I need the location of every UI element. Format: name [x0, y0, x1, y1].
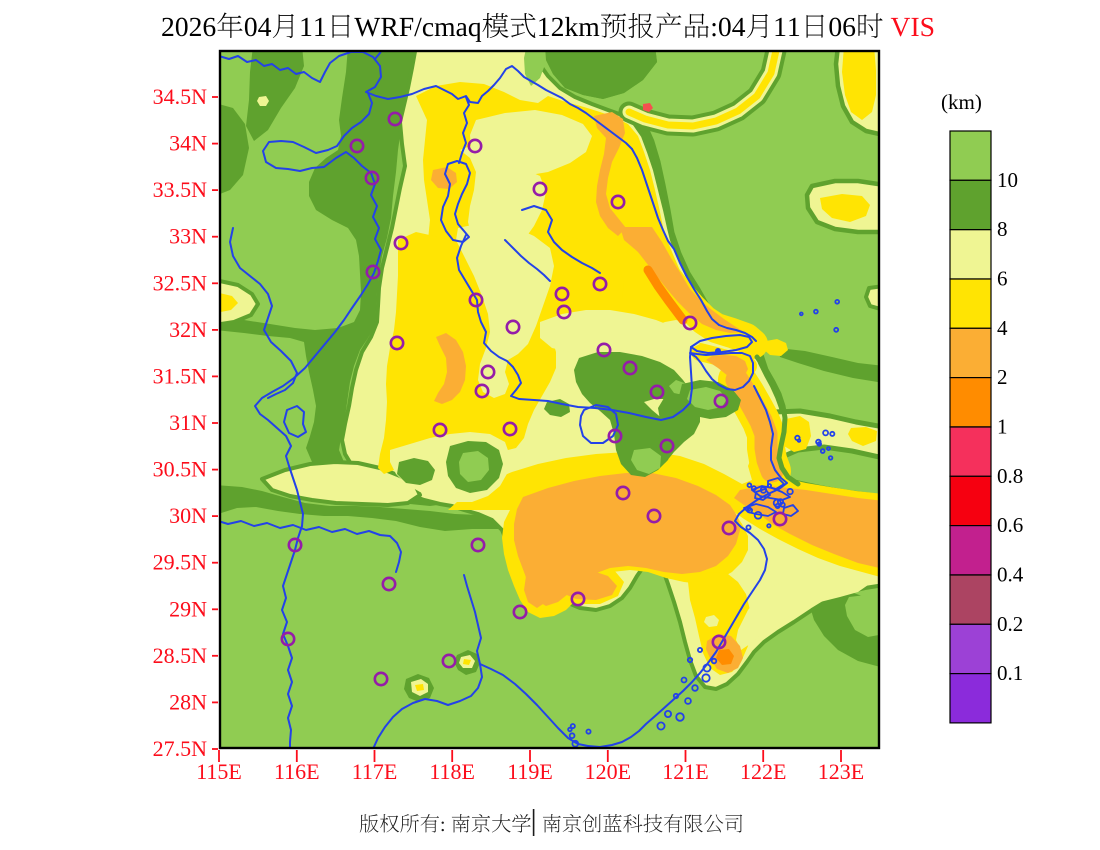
- svg-text:31N: 31N: [169, 410, 207, 435]
- svg-text:10: 10: [997, 168, 1018, 192]
- svg-text:115E: 115E: [196, 759, 242, 784]
- svg-text:31.5N: 31.5N: [153, 363, 208, 388]
- svg-text:34N: 34N: [169, 131, 207, 156]
- svg-text:0.2: 0.2: [997, 612, 1023, 636]
- svg-text:122E: 122E: [740, 759, 786, 784]
- svg-text:30.5N: 30.5N: [153, 457, 208, 482]
- svg-text:117E: 117E: [352, 759, 398, 784]
- svg-text:30N: 30N: [169, 503, 207, 528]
- svg-text:27.5N: 27.5N: [153, 736, 208, 761]
- svg-text:121E: 121E: [662, 759, 708, 784]
- svg-text:8: 8: [997, 217, 1008, 241]
- svg-text:28N: 28N: [169, 689, 207, 714]
- svg-text:34.5N: 34.5N: [153, 84, 208, 109]
- svg-text:29.5N: 29.5N: [153, 550, 208, 575]
- svg-text:1: 1: [997, 415, 1008, 439]
- svg-text:32.5N: 32.5N: [153, 270, 208, 295]
- svg-text:0.1: 0.1: [997, 661, 1023, 685]
- svg-text:6: 6: [997, 267, 1008, 291]
- svg-text:0.4: 0.4: [997, 563, 1024, 587]
- svg-text:29N: 29N: [169, 596, 207, 621]
- svg-text:33N: 33N: [169, 224, 207, 249]
- svg-text:120E: 120E: [585, 759, 631, 784]
- svg-text:118E: 118E: [429, 759, 475, 784]
- svg-text:4: 4: [997, 316, 1008, 340]
- svg-text:2: 2: [997, 365, 1008, 389]
- svg-text:32N: 32N: [169, 317, 207, 342]
- svg-text:0.6: 0.6: [997, 513, 1023, 537]
- svg-text:0.8: 0.8: [997, 464, 1023, 488]
- svg-text:28.5N: 28.5N: [153, 643, 208, 668]
- svg-text:116E: 116E: [274, 759, 320, 784]
- svg-text:123E: 123E: [818, 759, 864, 784]
- svg-text:33.5N: 33.5N: [153, 177, 208, 202]
- svg-text:119E: 119E: [507, 759, 553, 784]
- svg-text:(km): (km): [941, 90, 982, 114]
